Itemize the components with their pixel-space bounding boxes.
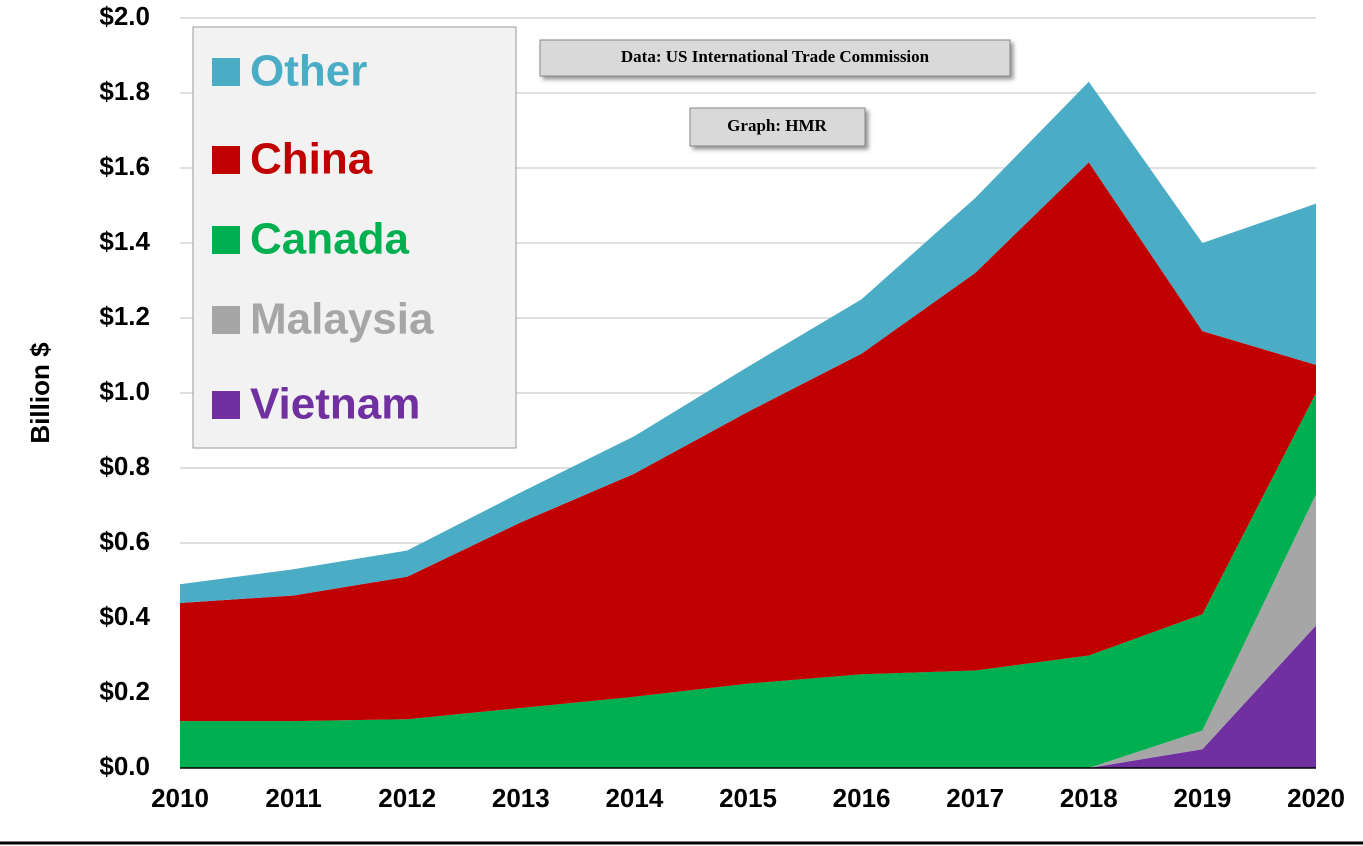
y-tick-label: $1.4 (99, 226, 150, 256)
legend-label: Malaysia (250, 295, 434, 344)
x-tick-label: 2015 (719, 783, 777, 813)
area (180, 625, 1316, 768)
y-tick-label: $0.0 (99, 751, 150, 781)
x-tick-label: 2019 (1173, 783, 1231, 813)
areas (180, 81, 1316, 768)
legend-label: Vietnam (250, 380, 420, 429)
legend-swatch (212, 391, 240, 419)
legend-label: Other (250, 47, 367, 96)
y-tick-label: $1.2 (99, 301, 150, 331)
area (180, 81, 1316, 603)
y-axis-label: Billion $ (25, 342, 55, 444)
x-tick-label: 2011 (265, 783, 321, 813)
legend-label: Canada (250, 215, 409, 264)
y-tick-label: $0.6 (99, 526, 150, 556)
x-tick-label: 2013 (492, 783, 550, 813)
x-tick-label: 2016 (833, 783, 891, 813)
legend-swatch (212, 226, 240, 254)
legend-entries: Other China Canada Malaysia Vietnam (212, 47, 434, 429)
y-tick-label: $1.0 (99, 376, 150, 406)
y-tick-label: $0.2 (99, 676, 150, 706)
annotation-box (539, 39, 1011, 77)
x-tick-label: 2012 (378, 783, 436, 813)
x-tick-label: 2020 (1287, 783, 1345, 813)
area (180, 393, 1316, 768)
y-tick-label: $1.6 (99, 151, 150, 181)
x-tick-label: 2014 (605, 783, 663, 813)
axes: $0.0 $0.2 $0.4 $0.6 $0.8 $1.0 $1.2 $1.4 $1.6 $1.8… (99, 1, 1345, 813)
x-tick-label: 2010 (151, 783, 209, 813)
y-tick-label: $0.8 (99, 451, 150, 481)
x-tick-label: 2017 (946, 783, 1004, 813)
legend-swatch (212, 58, 240, 86)
area (180, 162, 1316, 722)
legend-swatch (212, 146, 240, 174)
y-tick-label: $2.0 (99, 1, 150, 31)
y-tick-label: $0.4 (99, 601, 150, 631)
y-tick-label: $1.8 (99, 76, 150, 106)
annotation: Graph: HMR (727, 116, 827, 135)
area (180, 494, 1316, 768)
annotation: Data: US International Trade Commission (621, 47, 930, 66)
legend-label: China (250, 135, 373, 184)
legend-swatch (212, 306, 240, 334)
legend (192, 26, 517, 449)
annotation-box (689, 107, 866, 147)
x-tick-label: 2018 (1060, 783, 1118, 813)
